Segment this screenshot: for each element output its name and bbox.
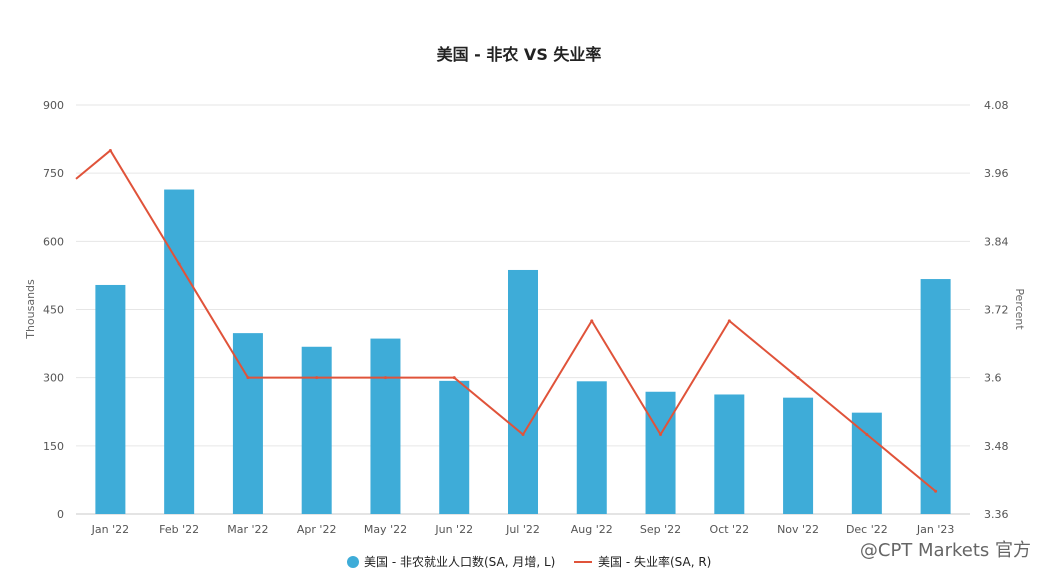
right-tick-label: 3.96 [984, 167, 1009, 180]
x-tick-label: Nov '22 [777, 523, 819, 536]
line-point [315, 376, 319, 380]
line-point [659, 432, 663, 436]
left-axis-label: Thousands [24, 279, 37, 340]
line-point [934, 489, 938, 493]
left-tick-label: 450 [43, 304, 64, 317]
left-tick-label: 0 [57, 508, 64, 521]
line-point [246, 376, 250, 380]
right-tick-label: 3.48 [984, 440, 1009, 453]
line-point [108, 148, 112, 152]
right-tick-label: 3.72 [984, 304, 1009, 317]
line-point [590, 319, 594, 323]
x-tick-label: Feb '22 [159, 523, 199, 536]
line-point [452, 376, 456, 380]
x-tick-label: Jun '22 [434, 523, 473, 536]
bar [576, 381, 607, 514]
bar [508, 269, 538, 514]
line-point [727, 319, 731, 323]
legend-bar-marker [347, 556, 359, 568]
line-series [75, 148, 938, 493]
bar [783, 397, 814, 514]
bar [920, 279, 951, 514]
right-tick-label: 3.84 [984, 235, 1009, 248]
right-axis-label: Percent [1013, 288, 1026, 330]
watermark: @CPT Markets 官方 [859, 540, 1031, 561]
x-tick-label: Mar '22 [227, 523, 268, 536]
left-tick-label: 150 [43, 440, 64, 453]
bar [232, 333, 263, 514]
x-tick-label: Dec '22 [846, 523, 888, 536]
x-tick-label: Apr '22 [297, 523, 337, 536]
x-tick-label: Jul '22 [505, 523, 540, 536]
line-path [75, 149, 937, 493]
x-tick-label: Aug '22 [571, 523, 613, 536]
bar [645, 391, 676, 514]
bar [851, 412, 882, 514]
left-axis-ticks: 0 150 300 450 600 750 900 [43, 99, 64, 521]
left-tick-label: 750 [43, 167, 64, 180]
chart-title: 美国 - 非农 VS 失业率 [437, 45, 602, 64]
bar [164, 189, 195, 514]
x-tick-label: May '22 [364, 523, 407, 536]
bar-series [95, 189, 951, 514]
legend-line-label: 美国 - 失业率(SA, R) [598, 554, 711, 569]
bar [301, 346, 332, 514]
line-point [383, 376, 387, 380]
x-tick-label: Sep '22 [640, 523, 681, 536]
right-tick-label: 3.36 [984, 508, 1009, 521]
legend: 美国 - 非农就业人口数(SA, 月增, L) 美国 - 失业率(SA, R) [347, 554, 711, 569]
x-tick-label: Jan '22 [91, 523, 129, 536]
line-point [521, 432, 525, 436]
right-axis-ticks: 3.36 3.48 3.6 3.72 3.84 3.96 4.08 [984, 99, 1009, 521]
bar [95, 284, 126, 514]
x-tick-label: Oct '22 [710, 523, 750, 536]
line-point [177, 262, 181, 266]
bar [370, 338, 401, 514]
left-tick-label: 600 [43, 235, 64, 248]
legend-bar-label: 美国 - 非农就业人口数(SA, 月增, L) [364, 554, 555, 569]
right-tick-label: 4.08 [984, 99, 1009, 112]
bar [439, 380, 470, 514]
line-point [865, 432, 869, 436]
left-tick-label: 300 [43, 372, 64, 385]
right-tick-label: 3.6 [984, 372, 1002, 385]
x-tick-label: Jan '23 [916, 523, 954, 536]
x-axis-ticks: Jan '22 Feb '22 Mar '22 Apr '22 May '22 Jun '… [91, 523, 955, 536]
left-tick-label: 900 [43, 99, 64, 112]
line-point [796, 376, 800, 380]
bar [714, 394, 745, 514]
